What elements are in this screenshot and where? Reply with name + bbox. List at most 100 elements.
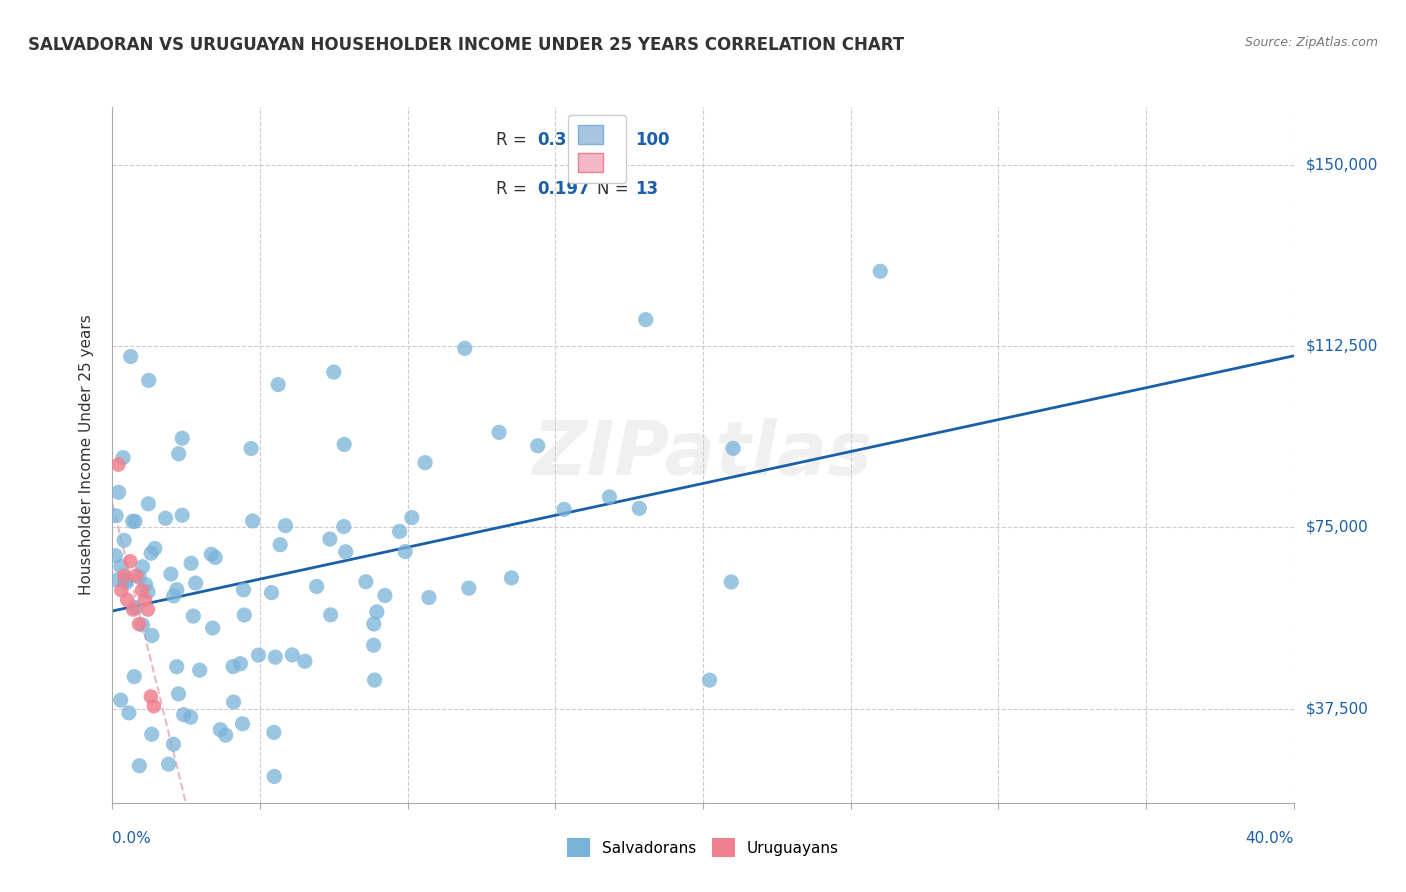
Text: R =: R = bbox=[496, 131, 533, 149]
Point bbox=[260, 585, 283, 599]
Point bbox=[363, 673, 385, 687]
Point bbox=[139, 546, 162, 560]
Point bbox=[112, 533, 135, 548]
Point bbox=[112, 450, 135, 465]
Point bbox=[388, 524, 411, 539]
Point bbox=[125, 568, 148, 582]
Point bbox=[180, 710, 202, 724]
Point bbox=[180, 556, 202, 570]
Point bbox=[184, 576, 207, 591]
Point bbox=[209, 723, 232, 737]
Point bbox=[526, 439, 548, 453]
Point bbox=[263, 725, 285, 739]
Point bbox=[124, 600, 146, 615]
Point bbox=[333, 437, 356, 451]
Text: 13: 13 bbox=[636, 180, 659, 198]
Point bbox=[215, 728, 238, 742]
Point bbox=[229, 657, 252, 671]
Point bbox=[110, 693, 132, 707]
Point bbox=[162, 737, 184, 751]
Point bbox=[121, 514, 143, 528]
Point bbox=[274, 518, 297, 533]
Point bbox=[201, 621, 224, 635]
Point bbox=[598, 490, 620, 504]
Point bbox=[166, 582, 188, 597]
Point bbox=[634, 312, 657, 326]
Point bbox=[141, 727, 163, 741]
Point bbox=[281, 648, 304, 662]
Point bbox=[721, 442, 744, 456]
Point bbox=[115, 575, 138, 590]
Point bbox=[401, 510, 423, 524]
Point bbox=[128, 617, 150, 632]
Point bbox=[110, 583, 132, 598]
Point bbox=[264, 650, 287, 665]
Point bbox=[335, 545, 357, 559]
Point bbox=[247, 648, 270, 662]
Point bbox=[135, 577, 157, 591]
Point bbox=[163, 589, 186, 603]
Point bbox=[363, 617, 385, 632]
Point bbox=[131, 583, 153, 598]
Point bbox=[294, 654, 316, 668]
Text: 0.0%: 0.0% bbox=[112, 830, 152, 846]
Point bbox=[204, 550, 226, 565]
Point bbox=[138, 373, 160, 387]
Text: $75,000: $75,000 bbox=[1305, 520, 1368, 535]
Point bbox=[720, 574, 742, 589]
Text: ZIPatlas: ZIPatlas bbox=[533, 418, 873, 491]
Point bbox=[128, 758, 150, 772]
Point bbox=[501, 571, 523, 585]
Point bbox=[107, 485, 129, 500]
Point bbox=[131, 618, 153, 632]
Point bbox=[143, 541, 166, 556]
Point bbox=[105, 573, 128, 587]
Point bbox=[233, 607, 256, 622]
Point bbox=[319, 607, 342, 622]
Point bbox=[131, 559, 153, 574]
Point bbox=[167, 447, 190, 461]
Point bbox=[128, 570, 150, 584]
Point bbox=[138, 497, 160, 511]
Point bbox=[160, 567, 183, 582]
Point bbox=[173, 707, 195, 722]
Point bbox=[454, 341, 477, 355]
Point bbox=[105, 508, 128, 523]
Point bbox=[167, 687, 190, 701]
Point bbox=[157, 757, 180, 772]
Point bbox=[231, 716, 253, 731]
Point bbox=[122, 602, 145, 616]
Text: N =: N = bbox=[596, 180, 634, 198]
Text: 0.313: 0.313 bbox=[537, 131, 591, 149]
Point bbox=[363, 638, 385, 652]
Point bbox=[240, 442, 263, 456]
Point bbox=[232, 582, 254, 597]
Point bbox=[699, 673, 721, 687]
Point bbox=[413, 456, 436, 470]
Text: Source: ZipAtlas.com: Source: ZipAtlas.com bbox=[1244, 36, 1378, 49]
Y-axis label: Householder Income Under 25 years: Householder Income Under 25 years bbox=[79, 315, 94, 595]
Point bbox=[136, 585, 159, 599]
Point bbox=[319, 532, 342, 546]
Point bbox=[112, 568, 135, 582]
Text: SALVADORAN VS URUGUAYAN HOUSEHOLDER INCOME UNDER 25 YEARS CORRELATION CHART: SALVADORAN VS URUGUAYAN HOUSEHOLDER INCO… bbox=[28, 36, 904, 54]
Point bbox=[553, 502, 575, 516]
Point bbox=[628, 501, 651, 516]
Text: R =: R = bbox=[496, 180, 533, 198]
Legend: Salvadorans, Uruguayans: Salvadorans, Uruguayans bbox=[560, 830, 846, 864]
Point bbox=[118, 706, 141, 720]
Point bbox=[134, 592, 156, 607]
Text: $150,000: $150,000 bbox=[1305, 158, 1378, 172]
Point bbox=[269, 538, 291, 552]
Point bbox=[120, 350, 142, 364]
Point bbox=[120, 554, 142, 568]
Text: N =: N = bbox=[596, 131, 634, 149]
Point bbox=[172, 431, 194, 445]
Text: 40.0%: 40.0% bbox=[1246, 830, 1294, 846]
Point bbox=[155, 511, 177, 525]
Point bbox=[112, 574, 135, 588]
Point bbox=[322, 365, 344, 379]
Point bbox=[267, 377, 290, 392]
Point bbox=[124, 514, 146, 528]
Point bbox=[242, 514, 264, 528]
